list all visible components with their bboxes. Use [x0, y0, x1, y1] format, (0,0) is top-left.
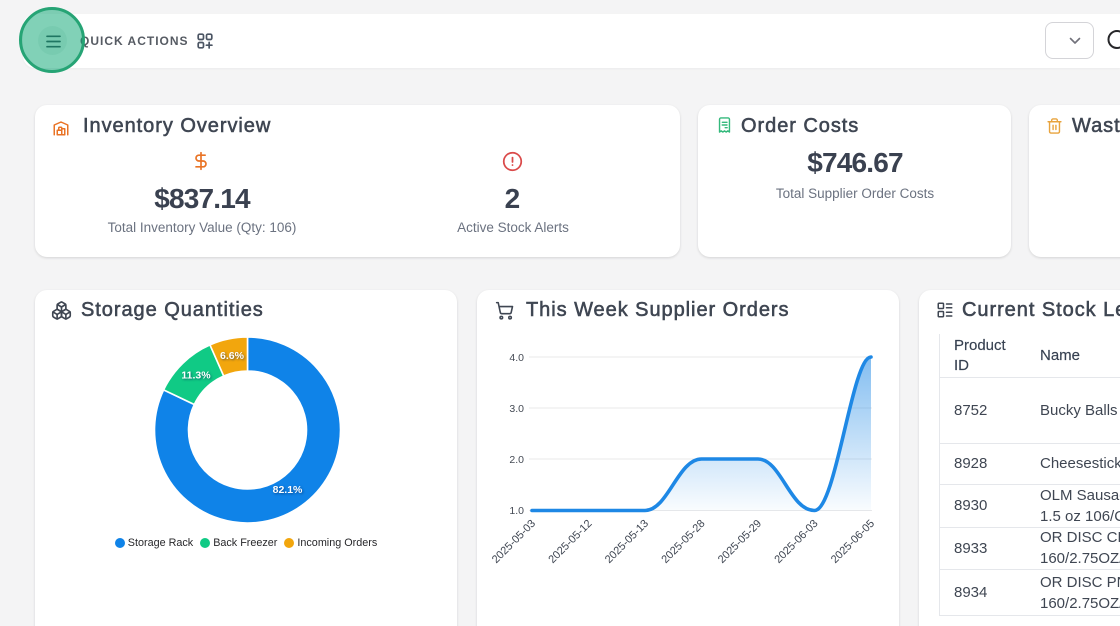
svg-text:2025-05-03: 2025-05-03	[490, 518, 538, 566]
svg-text:2025-06-03: 2025-06-03	[772, 518, 820, 566]
svg-text:2025-05-29: 2025-05-29	[716, 518, 764, 566]
svg-text:2025-05-28: 2025-05-28	[659, 518, 707, 566]
svg-text:2025-06-05: 2025-06-05	[829, 518, 877, 566]
svg-text:3.0: 3.0	[509, 403, 524, 415]
svg-text:6.6%: 6.6%	[220, 350, 245, 362]
svg-text:2025-05-12: 2025-05-12	[546, 518, 594, 566]
svg-text:4.0: 4.0	[509, 352, 524, 364]
svg-text:82.1%: 82.1%	[273, 484, 303, 496]
svg-text:2025-05-13: 2025-05-13	[603, 518, 651, 566]
svg-text:1.0: 1.0	[509, 505, 524, 517]
svg-text:11.3%: 11.3%	[181, 370, 211, 382]
svg-text:2.0: 2.0	[509, 454, 524, 466]
